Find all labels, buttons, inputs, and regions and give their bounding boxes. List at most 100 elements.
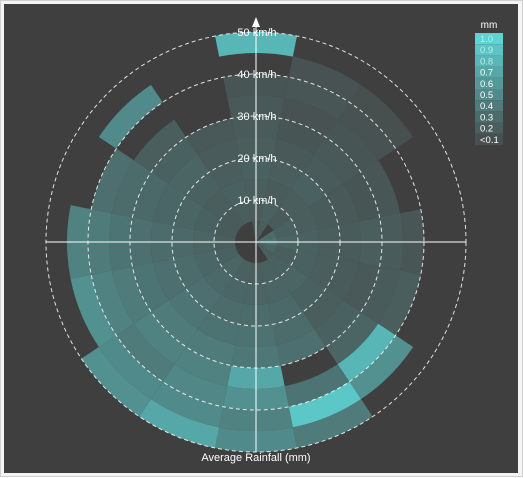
heatmap-cell xyxy=(272,139,315,173)
heatmap-cell xyxy=(139,399,220,448)
heatmap-cell xyxy=(284,77,350,120)
legend-swatch xyxy=(475,77,503,89)
heatmap-cell xyxy=(111,266,152,324)
heatmap-cell xyxy=(314,137,361,184)
heatmap-cell xyxy=(308,195,339,230)
heatmap-cell xyxy=(267,253,291,277)
heatmap-cell xyxy=(209,159,244,190)
heatmap-cell xyxy=(378,270,421,336)
heatmap-cell xyxy=(268,159,303,190)
heatmap-cell xyxy=(325,258,359,301)
heatmap-cell xyxy=(290,206,318,234)
heatmap-cell xyxy=(151,300,198,347)
heatmap-cell xyxy=(220,276,248,304)
legend-label: 0.6 xyxy=(480,79,493,90)
legend-swatch xyxy=(475,66,503,78)
polar-rainfall-chart: 10 km/h 20 km/h 30 km/h 40 km/h 50 km/h mm 1.… xyxy=(45,17,503,464)
heatmap-cell xyxy=(284,364,350,407)
legend-label: 0.2 xyxy=(480,124,493,135)
heatmap-cell xyxy=(214,218,239,238)
heatmap-cell xyxy=(288,56,362,103)
heatmap-cell xyxy=(133,312,186,365)
radial-tick-label: 50 km/h xyxy=(237,27,276,39)
heatmap-cell xyxy=(220,180,248,208)
heatmap-cell xyxy=(280,97,338,138)
legend-swatch xyxy=(475,133,503,145)
radial-tick-label: 30 km/h xyxy=(237,111,276,123)
legend-label: 0.3 xyxy=(480,112,493,123)
heatmap-cell xyxy=(256,242,274,260)
heatmap-cell xyxy=(308,254,339,289)
radial-tick-label: 40 km/h xyxy=(237,69,276,81)
heatmap-cell xyxy=(256,242,277,254)
heatmap-cell xyxy=(194,250,222,278)
heatmap-cell xyxy=(91,270,134,336)
heatmap-cell xyxy=(70,274,117,348)
polar-plot-area: 10 km/h 20 km/h 30 km/h 40 km/h 50 km/h mm 1.… xyxy=(4,4,518,473)
heatmap-cell xyxy=(194,206,222,234)
heatmap-cell xyxy=(98,84,163,149)
legend-title: mm xyxy=(481,20,498,31)
heatmap-cell xyxy=(132,171,169,222)
heatmap-cell xyxy=(349,335,414,400)
heatmap-cell xyxy=(209,294,244,325)
heatmap-cell xyxy=(291,172,326,207)
legend-swatch xyxy=(475,100,503,112)
heatmap-cell xyxy=(279,189,309,219)
legend-swatch xyxy=(475,55,503,67)
heatmap-cell xyxy=(256,230,277,242)
heatmap-cell xyxy=(153,258,187,301)
heatmap-cell xyxy=(343,262,380,313)
heatmap-cell xyxy=(268,294,303,325)
north-arrow-icon xyxy=(252,17,260,27)
heatmap-cell xyxy=(276,118,327,155)
heatmap-cell xyxy=(197,311,240,345)
heatmap-cell xyxy=(98,335,163,400)
heatmap-cell xyxy=(314,300,361,347)
heatmap-cell xyxy=(133,119,186,172)
radial-tick-labels-layer: 10 km/h 20 km/h 30 km/h 40 km/h 50 km/h xyxy=(237,27,276,207)
heatmap-cell xyxy=(153,183,187,226)
heatmap-cell xyxy=(111,160,152,218)
heatmap-cell xyxy=(186,277,221,312)
heatmap-cell xyxy=(302,288,344,330)
heatmap-cell xyxy=(150,381,224,428)
legend-swatch xyxy=(475,122,503,134)
heatmap-cell xyxy=(272,311,315,345)
heatmap-cell xyxy=(174,346,232,387)
legend-label: 0.9 xyxy=(480,45,493,56)
heatmap-cell xyxy=(260,200,280,225)
legend-label: 1.0 xyxy=(480,34,493,45)
heatmap-cell xyxy=(360,266,401,324)
heatmap-cell xyxy=(232,200,252,225)
heatmap-cell xyxy=(337,323,396,382)
heatmap-cell xyxy=(273,218,298,238)
legend-label: 0.8 xyxy=(480,56,493,67)
legend-label: 0.5 xyxy=(480,90,493,101)
legend-swatch xyxy=(475,44,503,56)
heatmap-cell xyxy=(168,288,210,330)
heatmap-cell xyxy=(81,347,151,417)
heatmap-cell xyxy=(360,160,401,218)
chart-caption: Average Rainfall (mm) xyxy=(201,452,310,464)
heatmap-cell xyxy=(290,250,318,278)
legend-swatch xyxy=(475,33,503,45)
heatmap-cell xyxy=(264,276,292,304)
heatmap-cell xyxy=(185,329,236,366)
legend-label: <0.1 xyxy=(480,135,499,146)
heatmap-cell xyxy=(185,118,236,155)
heatmap-cell xyxy=(276,329,327,366)
heatmap-cell xyxy=(221,207,245,231)
heatmap-cell xyxy=(302,154,344,196)
heatmap-cell xyxy=(162,364,228,407)
heatmap-cell xyxy=(349,84,414,149)
heatmap-cell xyxy=(279,265,309,295)
heatmap-cell xyxy=(260,259,280,284)
radial-tick-label: 20 km/h xyxy=(237,153,276,165)
legend-swatch xyxy=(475,89,503,101)
heatmap-cell xyxy=(203,265,233,295)
grid-layer xyxy=(45,17,467,453)
heatmap-cell xyxy=(343,171,380,222)
legend: mm 1.00.90.80.70.60.50.40.30.2<0.1 xyxy=(475,20,503,146)
